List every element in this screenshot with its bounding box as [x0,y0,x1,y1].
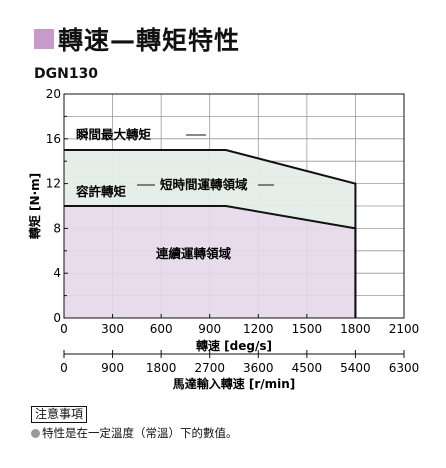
x-axis-title: 轉速 [deg/s] [196,338,272,353]
x2-tick-label: 6300 [389,361,420,375]
regions [64,150,356,318]
y-tick-label: 20 [46,87,61,101]
y-tick-label: 8 [53,221,61,235]
x2-axis-title: 馬達輸入轉速 [r/min] [173,376,296,391]
x-tick-label: 1500 [292,322,323,336]
x2-tick-label: 4500 [292,361,323,375]
annotation-permissible-torque: 容許轉矩 [75,184,127,199]
short-time-region [64,150,356,229]
y-tick-label: 12 [46,177,61,191]
annotation-continuous-region: 連續運轉領域 [156,246,232,261]
x2-tick-label: 0 [60,361,68,375]
title-marker [34,29,54,49]
model-name: DGN130 [34,66,99,82]
x-tick-label: 1800 [340,322,371,336]
chart-title-text: 轉速—轉矩特性 [58,26,241,55]
continuous-region [64,206,356,318]
x-tick-label: 900 [198,322,221,336]
x2-tick-label: 900 [101,361,124,375]
annotation-max-torque: 瞬間最大轉矩 [76,127,152,142]
x-tick-label: 2100 [389,322,420,336]
y-tick-label: 0 [53,311,61,325]
x2-tick-label: 5400 [340,361,371,375]
bullet-icon [31,429,40,438]
series-line [64,205,357,318]
x-tick-label: 0 [60,322,68,336]
y-tick-label: 4 [53,266,61,280]
note-content: 特性是在一定溫度（常溫）下的數值。 [31,425,238,441]
series-lines [64,149,357,318]
x-tick-label: 1200 [243,322,274,336]
x2-tick-label: 1800 [146,361,177,375]
y-tick-label: 16 [46,132,61,146]
annotation-short-time-region: 短時間運轉領域 [160,177,248,192]
note-text: 特性是在一定溫度（常溫）下的數值。 [42,426,238,440]
x2-tick-label: 2700 [194,361,225,375]
x-tick-label: 600 [150,322,173,336]
x-tick-label: 300 [101,322,124,336]
axes: 0 4 8 12 16 20 0 300 600 900 1200 1500 1800 2100 轉速 [d… [27,87,419,391]
y-axis-title: 轉矩 [N·m] [27,173,42,239]
torque-speed-chart: 0 4 8 12 16 20 0 300 600 900 1200 1500 1800 2100 轉速 [d… [27,87,419,391]
chart-title: 轉速—轉矩特性 [34,24,241,55]
x2-tick-label: 3600 [243,361,274,375]
note-label: 注意事項 [31,406,88,423]
